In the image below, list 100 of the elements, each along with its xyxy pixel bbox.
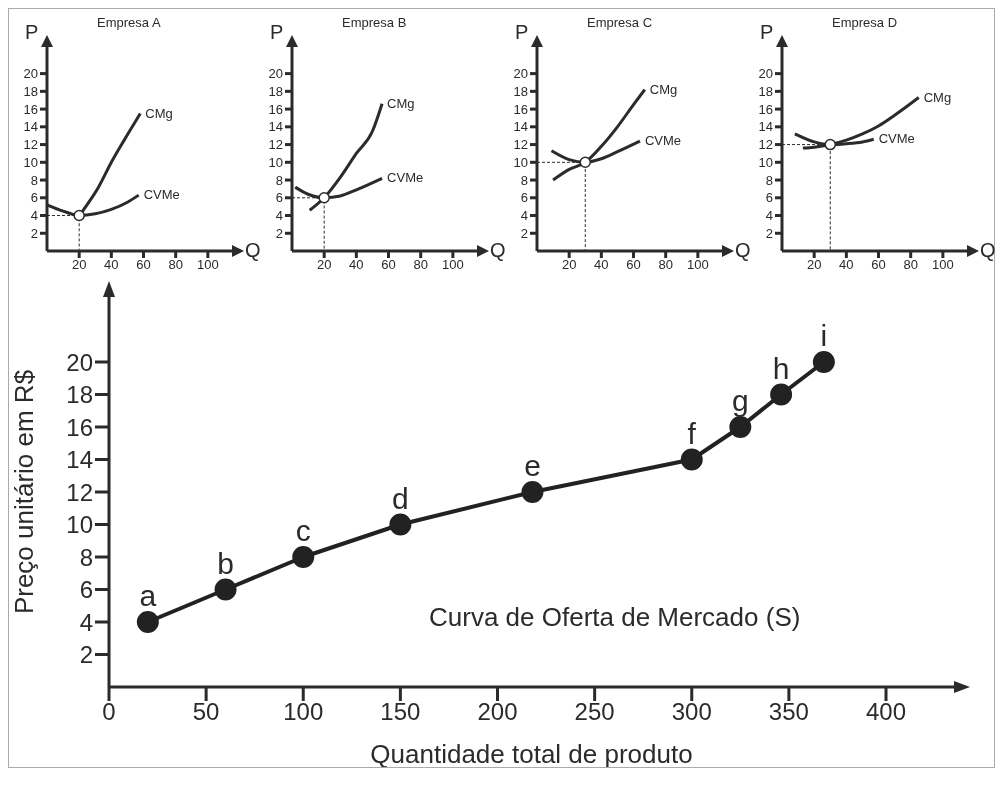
y-tick-label: 18: [758, 83, 773, 99]
y-tick-label: 2: [30, 225, 38, 241]
y-tick-label: 6: [275, 190, 283, 206]
x-tick-label: 100: [442, 257, 464, 273]
y-tick-label: 20: [268, 66, 283, 82]
series-label: CVMe: [387, 170, 424, 186]
y-tick-label: 18: [268, 83, 283, 99]
x-tick-label: 80: [168, 257, 183, 273]
x-axis-title: Q: [980, 239, 996, 262]
x-tick-label: 100: [932, 257, 954, 273]
x-tick-label: 0: [102, 698, 116, 726]
y-tick-label: 6: [79, 576, 93, 604]
x-axis-title: Q: [490, 239, 506, 262]
y-tick-label: 16: [513, 101, 528, 117]
x-tick-label: 20: [316, 257, 332, 273]
x-tick-label: 20: [806, 257, 822, 273]
x-tick-label: 40: [594, 257, 609, 273]
y-tick-label: 14: [23, 119, 38, 135]
series-label: CMg: [387, 95, 415, 111]
y-axis-title: P: [25, 21, 39, 44]
x-tick-label: 60: [381, 257, 396, 273]
chart-title: Empresa A: [97, 15, 161, 30]
y-axis-title: Preço unitário em R$: [9, 369, 39, 615]
y-tick-label: 20: [513, 66, 528, 82]
series-label: CVMe: [878, 131, 915, 147]
chart-title: Empresa C: [587, 15, 653, 30]
annotation: b: [217, 546, 234, 580]
annotation: h: [772, 351, 790, 385]
annotation: i: [820, 319, 828, 352]
point: [812, 351, 835, 373]
x-tick-label: 60: [871, 257, 886, 273]
point: [680, 448, 703, 471]
point: [136, 611, 159, 633]
y-tick-label: 2: [79, 641, 93, 669]
y-tick-label: 4: [765, 208, 773, 224]
x-axis-title: Q: [245, 239, 261, 262]
y-tick-label: 2: [765, 225, 773, 241]
annotation: d: [392, 481, 409, 515]
y-tick-label: 8: [765, 172, 773, 188]
x-tick-label: 50: [192, 698, 220, 726]
x-tick-label: 150: [380, 698, 421, 726]
y-tick-label: 16: [66, 413, 93, 441]
y-axis-title: P: [515, 21, 529, 44]
chart-title: Empresa B: [342, 15, 407, 30]
annotation: f: [687, 416, 697, 450]
point: [770, 383, 793, 406]
x-tick-label: 300: [671, 698, 712, 726]
annotation: Curva de Oferta de Mercado (S): [429, 602, 801, 633]
y-tick-label: 18: [66, 381, 93, 409]
series-label: CMg: [649, 81, 678, 97]
series-label: CVMe: [644, 133, 682, 149]
y-tick-label: 18: [23, 83, 38, 99]
point: [729, 416, 752, 438]
x-tick-label: 40: [839, 257, 854, 273]
y-tick-label: 14: [268, 119, 283, 135]
y-tick-label: 6: [30, 190, 38, 206]
y-tick-label: 12: [513, 137, 528, 153]
y-tick-label: 2: [520, 225, 528, 241]
y-tick-label: 12: [66, 478, 93, 506]
x-tick-label: 80: [413, 257, 428, 273]
y-tick-label: 8: [79, 543, 93, 571]
x-axis-title: Q: [735, 239, 751, 262]
y-tick-label: 16: [23, 101, 38, 117]
y-tick-label: 10: [23, 154, 38, 170]
y-tick-label: 20: [23, 66, 38, 82]
point: [292, 546, 315, 568]
y-tick-label: 4: [275, 208, 283, 224]
series-label: CVMe: [143, 187, 180, 203]
y-tick-label: 12: [758, 137, 773, 153]
x-tick-label: 80: [903, 257, 918, 273]
x-tick-label: 40: [349, 257, 364, 273]
x-tick-label: 100: [687, 257, 709, 273]
y-tick-label: 14: [513, 119, 528, 135]
y-tick-label: 20: [758, 66, 773, 82]
x-tick-label: 80: [658, 257, 673, 273]
y-tick-label: 2: [275, 225, 283, 241]
line-series: [308, 102, 384, 212]
y-tick-label: 12: [23, 137, 38, 153]
point: [521, 481, 544, 503]
y-tick-label: 10: [758, 154, 773, 170]
annotation: c: [295, 514, 311, 547]
y-tick-label: 14: [66, 446, 93, 474]
x-tick-label: 60: [136, 257, 151, 273]
y-tick-label: 4: [79, 608, 93, 636]
x-tick-label: 350: [768, 698, 809, 726]
series-label: CMg: [145, 105, 173, 121]
y-tick-label: 12: [268, 137, 283, 153]
y-axis-title: P: [270, 21, 284, 44]
series-label: CMg: [923, 89, 952, 105]
x-tick-label: 60: [626, 257, 641, 273]
y-tick-label: 10: [513, 154, 528, 170]
annotation: a: [139, 579, 157, 612]
y-tick-label: 16: [268, 101, 283, 117]
x-tick-label: 400: [865, 698, 907, 726]
y-tick-label: 10: [66, 511, 93, 539]
point: [214, 578, 237, 601]
annotation: e: [524, 449, 541, 482]
x-tick-label: 200: [477, 698, 518, 726]
y-tick-label: 8: [520, 172, 528, 188]
y-tick-label: 16: [758, 101, 773, 117]
